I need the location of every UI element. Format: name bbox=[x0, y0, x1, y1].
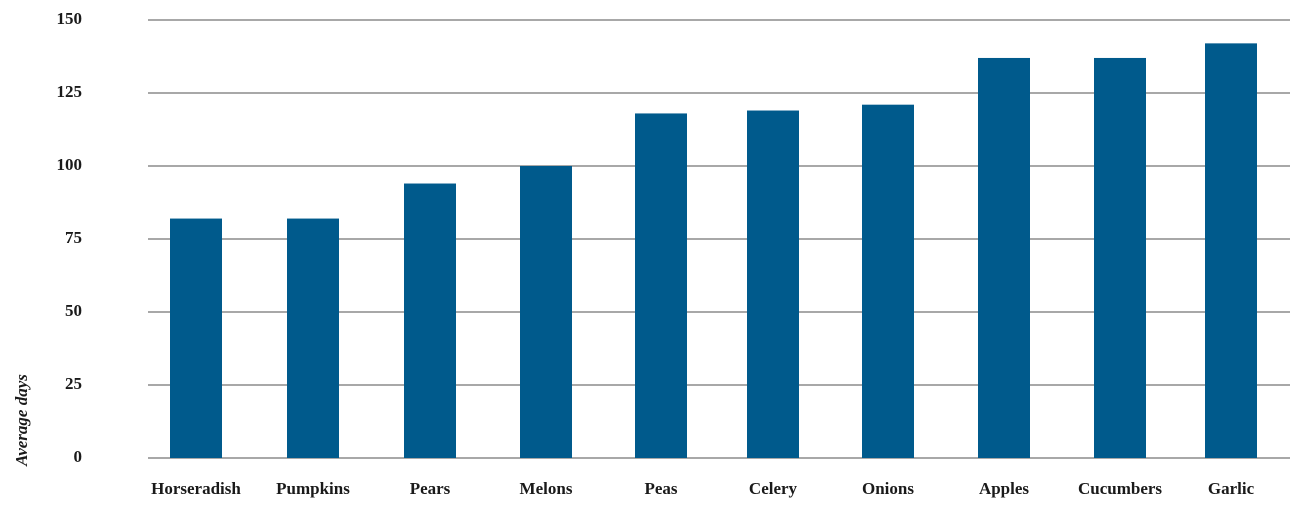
bar-garlic bbox=[1205, 43, 1257, 459]
y-tick-label: 100 bbox=[57, 155, 83, 174]
bars bbox=[170, 43, 1257, 459]
bar-peas bbox=[635, 113, 687, 458]
y-axis-label: Average days bbox=[12, 374, 31, 467]
y-tick-label: 150 bbox=[57, 9, 83, 28]
x-axis-ticks: Horseradish Pumpkins Pears Melons Peas Celery… bbox=[151, 479, 1254, 498]
x-tick-label: Peas bbox=[644, 479, 677, 498]
bar-pumpkins bbox=[287, 218, 339, 458]
x-tick-label: Onions bbox=[862, 479, 914, 498]
x-tick-label: Celery bbox=[749, 479, 798, 498]
x-tick-label: Cucumbers bbox=[1078, 479, 1162, 498]
y-tick-label: 0 bbox=[74, 447, 83, 466]
y-tick-label: 25 bbox=[65, 374, 82, 393]
bar-cucumbers bbox=[1094, 57, 1146, 459]
y-tick-label: 50 bbox=[65, 301, 82, 320]
x-tick-label: Horseradish bbox=[151, 479, 241, 498]
x-tick-label: Pears bbox=[410, 479, 451, 498]
x-tick-label: Pumpkins bbox=[276, 479, 350, 498]
bar-horseradish bbox=[170, 218, 222, 458]
bar-pears bbox=[404, 183, 456, 458]
bar-celery bbox=[747, 110, 799, 459]
y-tick-label: 75 bbox=[65, 228, 82, 247]
y-axis-ticks: 0 25 50 75 100 125 150 bbox=[57, 9, 83, 466]
bar-onions bbox=[862, 104, 914, 459]
y-tick-label: 125 bbox=[57, 82, 83, 101]
x-tick-label: Apples bbox=[979, 479, 1029, 498]
x-tick-label: Melons bbox=[520, 479, 573, 498]
x-tick-label: Garlic bbox=[1208, 479, 1255, 498]
bar-melons bbox=[520, 166, 572, 458]
bar-apples bbox=[978, 57, 1030, 459]
